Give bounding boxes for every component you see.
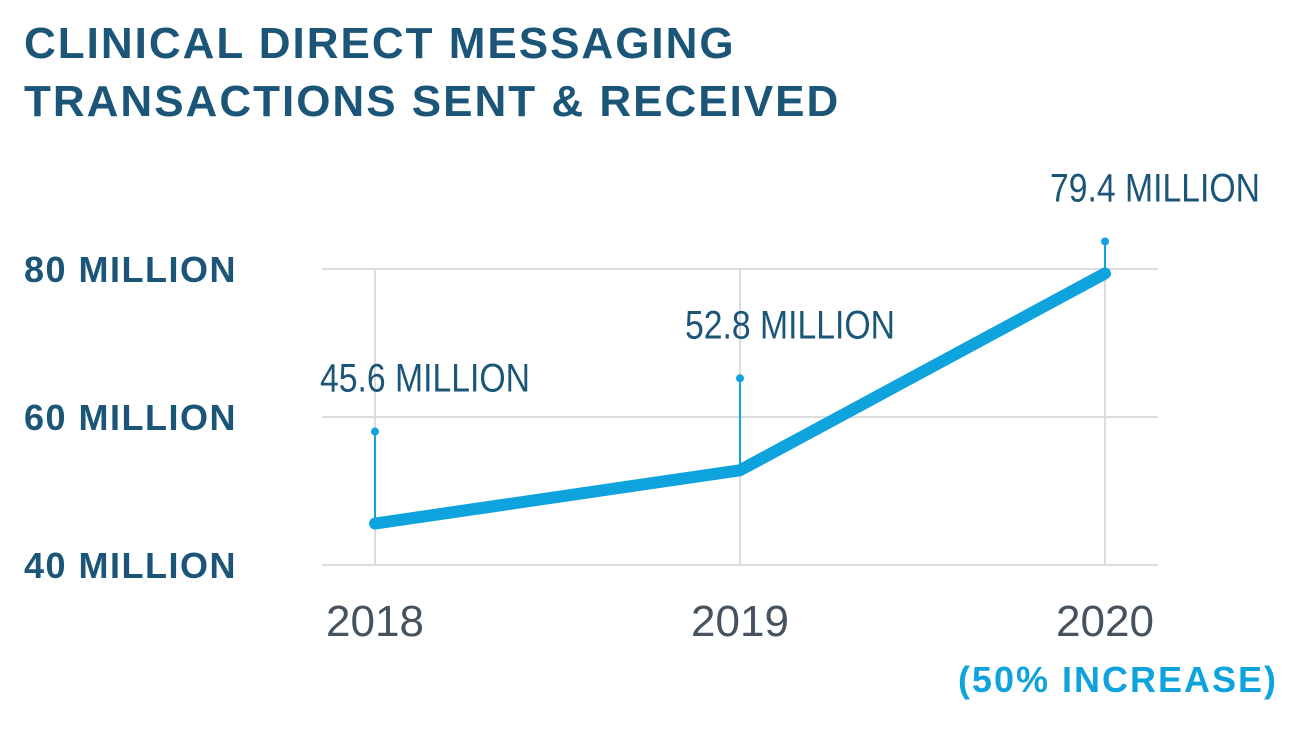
chart-title: CLINICAL DIRECT MESSAGING TRANSACTIONS SE… <box>24 19 840 126</box>
leader-dot <box>1101 237 1109 246</box>
x-tick-label: 2018 <box>326 597 424 646</box>
leader-dot <box>736 374 744 383</box>
annotation: (50% INCREASE) <box>958 659 1278 700</box>
value-label: 79.4 MILLION <box>1050 166 1260 210</box>
x-tick-label: 2020 <box>1056 597 1154 646</box>
y-tick-label: 60 MILLION <box>24 397 237 438</box>
leader-dot <box>371 427 379 436</box>
y-tick-label: 40 MILLION <box>24 545 237 586</box>
x-tick-label: 2019 <box>691 597 789 646</box>
value-label: 52.8 MILLION <box>685 303 895 347</box>
y-tick-label: 80 MILLION <box>24 249 237 290</box>
value-label: 45.6 MILLION <box>320 357 530 401</box>
